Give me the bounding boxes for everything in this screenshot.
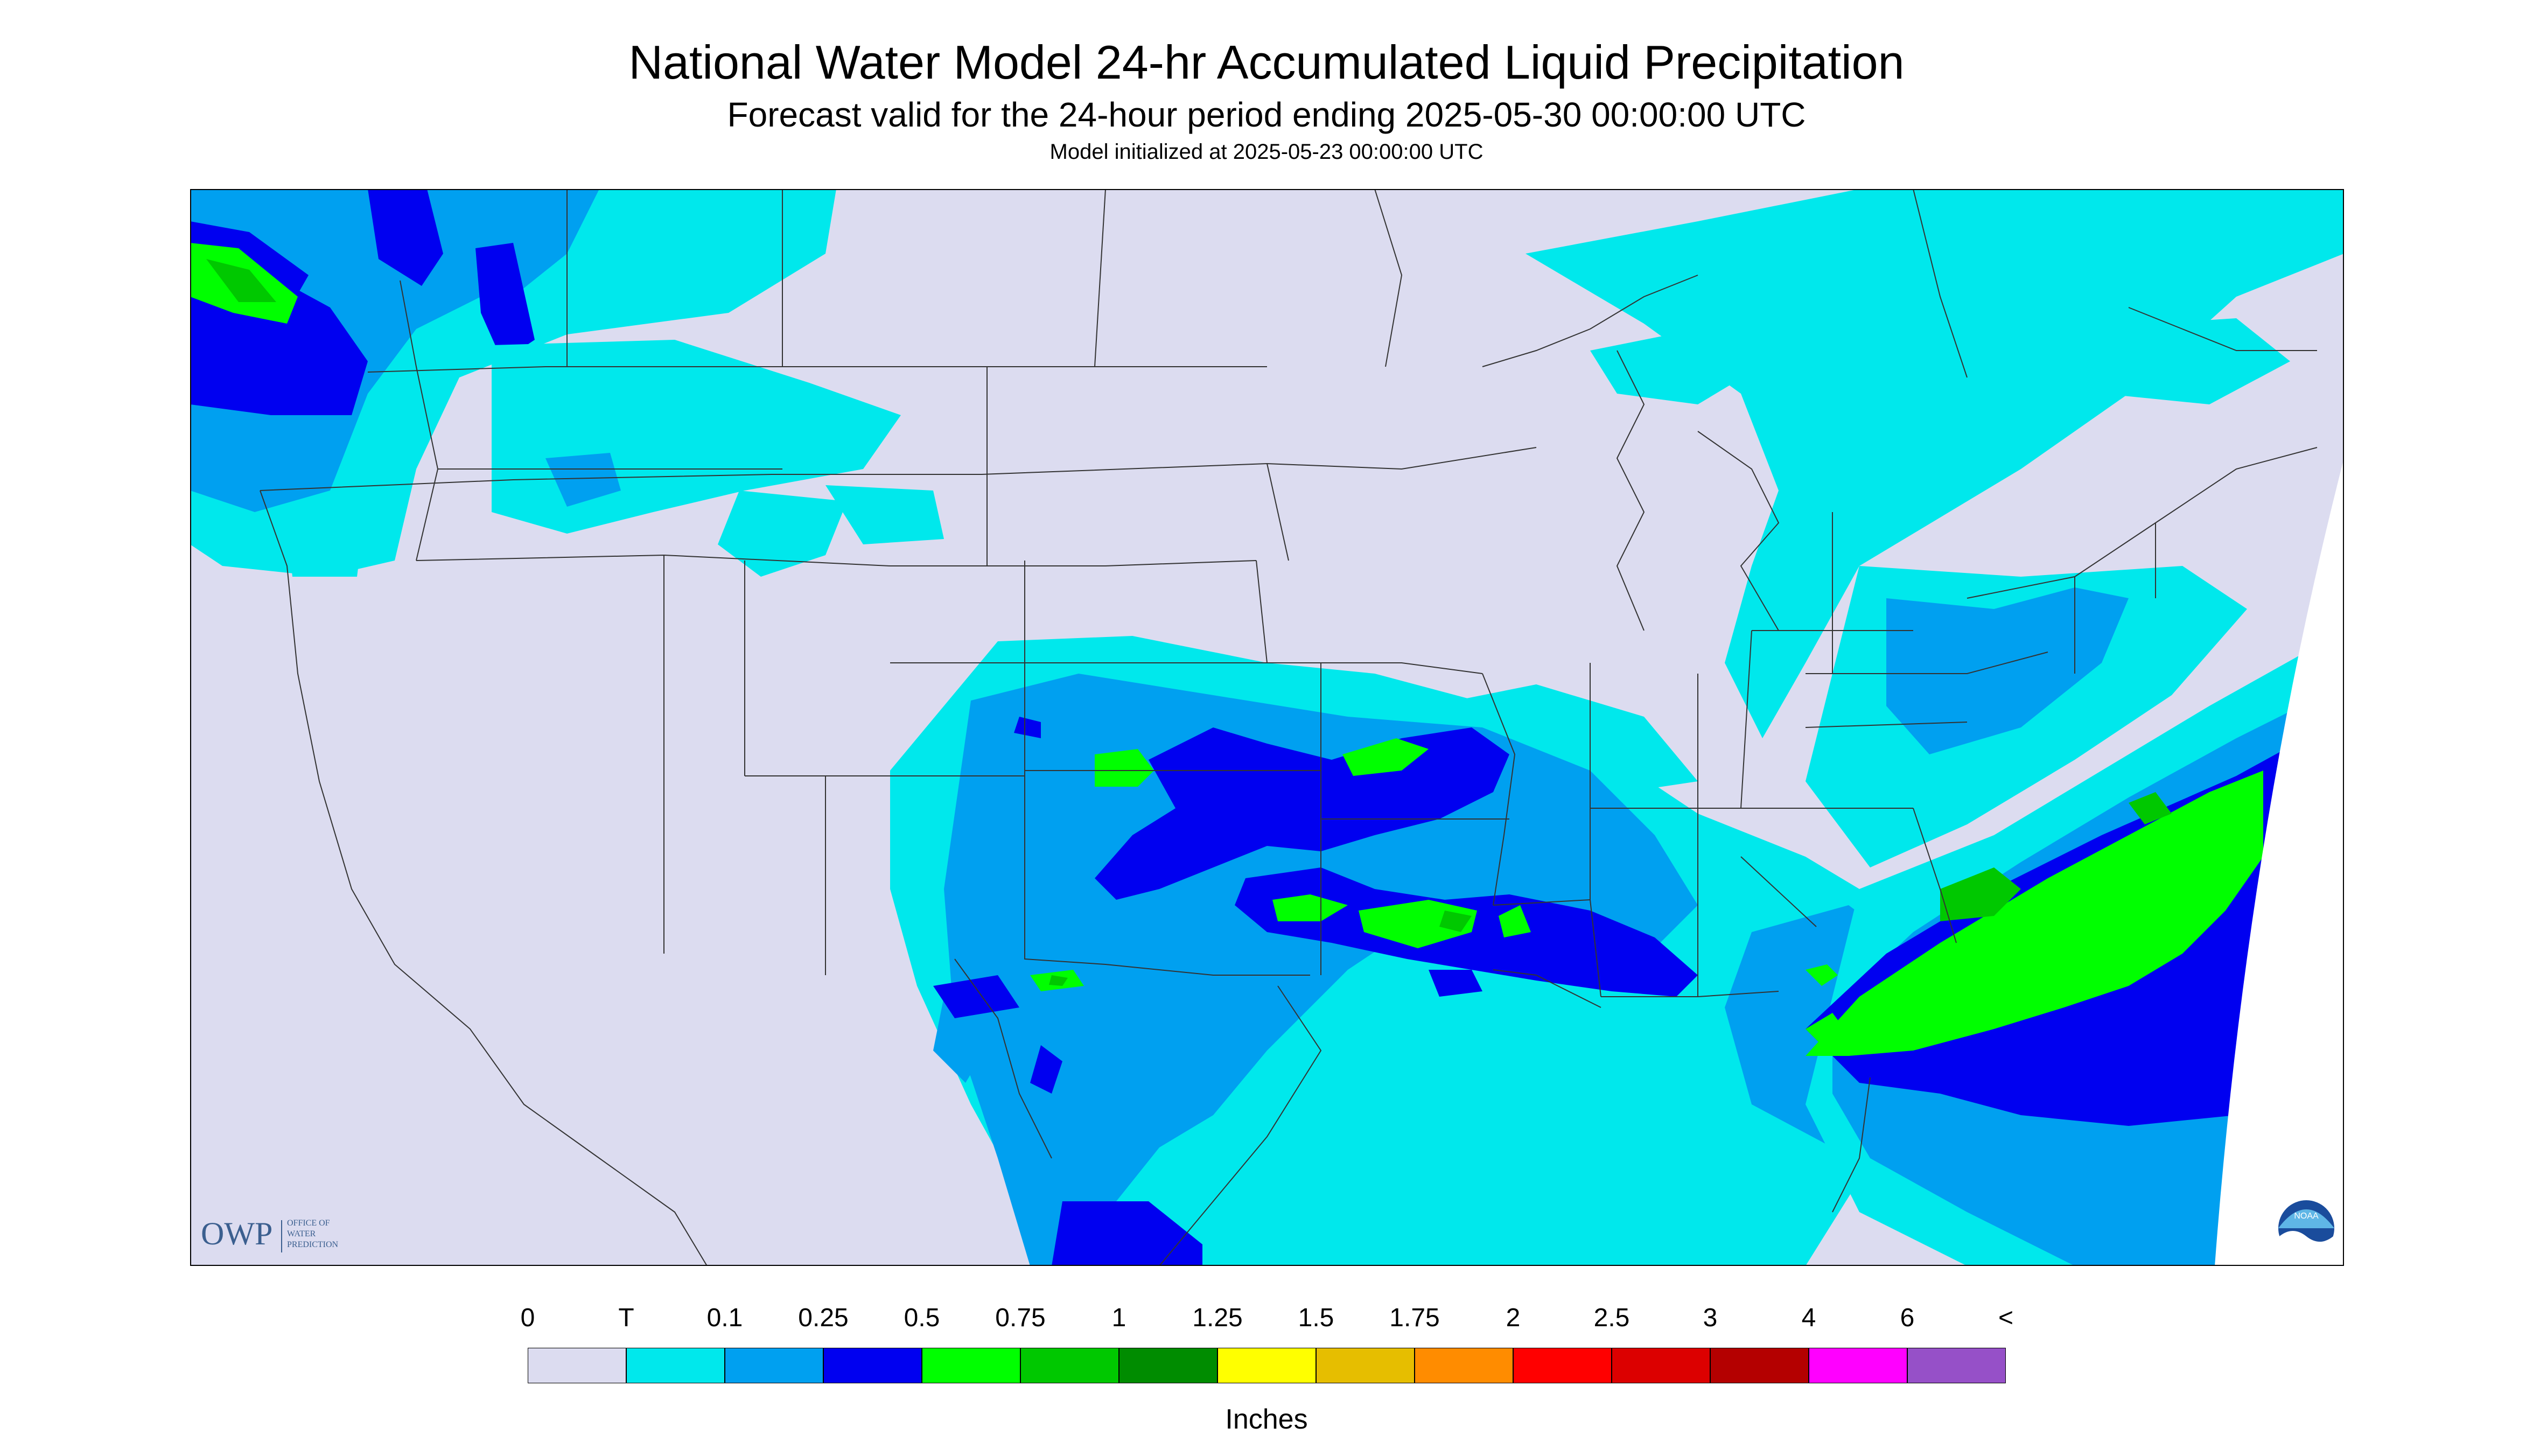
noaa-logo-text: NOAA — [2294, 1212, 2319, 1221]
legend-swatch — [724, 1348, 824, 1383]
owp-logo-text: OWP — [201, 1216, 272, 1251]
precip-area-central-band — [933, 717, 1698, 1018]
legend-swatch — [1316, 1348, 1415, 1383]
boundary-lines — [260, 189, 2318, 1266]
legend-swatch — [1414, 1348, 1514, 1383]
legend-tick-label: < — [1998, 1304, 2014, 1332]
legend-swatch — [823, 1348, 922, 1383]
legend-tick-label: 2 — [1506, 1304, 1521, 1332]
legend-swatch — [528, 1348, 627, 1383]
model-init-time: Model initialized at 2025-05-23 00:00:00… — [1049, 140, 1484, 164]
legend-swatch — [1217, 1348, 1317, 1383]
legend-tick-label: T — [618, 1304, 634, 1332]
legend-tick-label: 6 — [1900, 1304, 1915, 1332]
legend-swatch — [921, 1348, 1021, 1383]
owp-logo: OWP OFFICE OF WATER PREDICTION — [201, 1216, 339, 1252]
map-title: National Water Model 24-hr Accumulated L… — [628, 36, 1905, 89]
legend-swatch — [1118, 1348, 1218, 1383]
legend-units: Inches — [1225, 1404, 1308, 1435]
legend-tick-label: 0.25 — [798, 1304, 849, 1332]
out-of-domain-east — [2215, 458, 2344, 1266]
legend-tick-label: 1 — [1111, 1304, 1126, 1332]
legend-tick-label: 0.1 — [706, 1304, 743, 1332]
legend-swatch — [1710, 1348, 1809, 1383]
owp-logo-line1: OFFICE OF — [287, 1219, 330, 1228]
precip-area-northwest — [190, 189, 836, 577]
legend-tick-label: 0 — [520, 1304, 535, 1332]
legend-colorbar — [528, 1348, 2006, 1383]
legend-swatch — [1611, 1348, 1711, 1383]
legend-swatch — [1808, 1348, 1908, 1383]
precip-area-rockies — [287, 340, 944, 577]
legend-tick-label: 1.25 — [1192, 1304, 1243, 1332]
legend-tick-label: 0.75 — [995, 1304, 1046, 1332]
legend-tick-label: 1.75 — [1389, 1304, 1440, 1332]
legend-swatch — [1513, 1348, 1612, 1383]
precipitation-map: OWP OFFICE OF WATER PREDICTION NOAA — [190, 189, 2344, 1266]
legend-tick-label: 1.5 — [1298, 1304, 1334, 1332]
owp-logo-line3: PREDICTION — [287, 1240, 339, 1249]
out-of-domain-west — [190, 566, 470, 1266]
legend-tick-label: 4 — [1801, 1304, 1816, 1332]
legend-tick-label: 2.5 — [1593, 1304, 1630, 1332]
owp-logo-line2: WATER — [287, 1229, 316, 1238]
legend-swatch — [626, 1348, 725, 1383]
legend-swatch — [1020, 1348, 1119, 1383]
precip-area-atlantic — [1806, 631, 2344, 1266]
noaa-icon: NOAA — [2278, 1200, 2334, 1257]
map-subtitle: Forecast valid for the 24-hour period en… — [727, 95, 1806, 134]
legend-swatch — [1907, 1348, 2006, 1383]
legend-tick-label: 3 — [1703, 1304, 1718, 1332]
legend-tick-label: 0.5 — [904, 1304, 940, 1332]
